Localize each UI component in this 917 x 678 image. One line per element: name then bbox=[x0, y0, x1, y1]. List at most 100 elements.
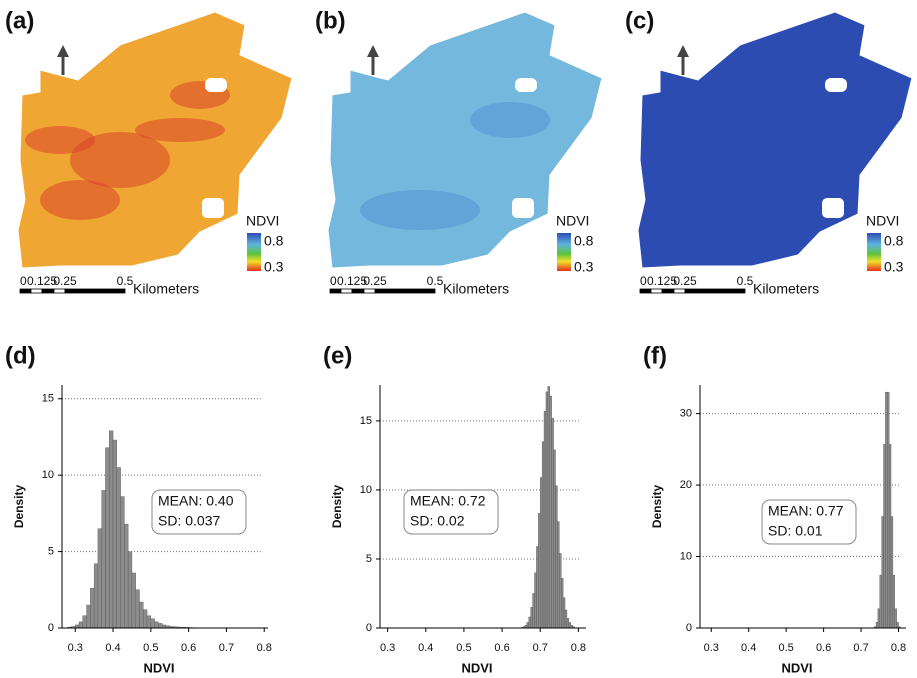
histogram-bar bbox=[535, 573, 537, 628]
map-patch bbox=[40, 180, 120, 220]
histogram-bar bbox=[139, 602, 143, 628]
histogram-bar bbox=[895, 609, 897, 628]
field-map bbox=[638, 12, 912, 268]
histogram-bar bbox=[155, 622, 159, 628]
histogram-bar bbox=[147, 616, 151, 628]
scale-bar bbox=[685, 289, 745, 293]
panel-label: (f) bbox=[643, 342, 667, 369]
histogram-bar bbox=[554, 450, 556, 628]
scale-label: 0 bbox=[20, 274, 27, 288]
map-patch bbox=[360, 190, 480, 230]
histogram-bar bbox=[548, 386, 550, 628]
legend-min: 0.3 bbox=[884, 259, 904, 275]
histogram-bar bbox=[90, 588, 94, 628]
scale-bar bbox=[65, 289, 125, 293]
scale-bar bbox=[375, 289, 435, 293]
histogram-bar bbox=[128, 552, 132, 628]
histogram-bar bbox=[897, 622, 899, 628]
y-tick-label: 10 bbox=[680, 550, 692, 562]
scale-bar bbox=[20, 289, 31, 293]
histogram-bar bbox=[542, 442, 544, 628]
field-map bbox=[328, 12, 602, 268]
legend-title: NDVI bbox=[866, 213, 899, 229]
histogram-bar bbox=[893, 575, 895, 628]
x-tick-label: 0.7 bbox=[219, 642, 234, 654]
x-tick-label: 0.3 bbox=[68, 642, 83, 654]
histogram-bar bbox=[132, 573, 136, 628]
histogram-bar bbox=[882, 517, 884, 628]
x-tick-label: 0.3 bbox=[380, 642, 395, 654]
scale-label: 0.25 bbox=[53, 274, 77, 288]
y-tick-label: 20 bbox=[680, 479, 692, 491]
scale-label: 0.5 bbox=[427, 274, 444, 288]
legend-title: NDVI bbox=[556, 213, 589, 229]
histogram-bar bbox=[552, 418, 554, 628]
scale-label: 0 bbox=[640, 274, 647, 288]
histogram-bar bbox=[876, 622, 878, 628]
scale-bar bbox=[330, 289, 341, 293]
annotation: SD: 0.02 bbox=[410, 513, 465, 529]
x-tick-label: 0.6 bbox=[181, 642, 196, 654]
histogram-bar bbox=[555, 486, 557, 628]
y-axis-label: Density bbox=[650, 485, 664, 529]
north-arrow-head bbox=[57, 45, 69, 57]
histogram-bar bbox=[527, 622, 529, 628]
histogram-bar bbox=[569, 622, 571, 628]
histogram-bar bbox=[563, 598, 565, 628]
histogram-bar bbox=[79, 622, 83, 628]
x-tick-label: 0.7 bbox=[533, 642, 548, 654]
annotation: MEAN: 0.77 bbox=[768, 503, 844, 519]
map-hole bbox=[202, 198, 224, 218]
histogram-bar bbox=[557, 522, 559, 628]
map-patch bbox=[470, 102, 550, 138]
histogram-bar bbox=[158, 623, 162, 628]
scale-label: 0.25 bbox=[363, 274, 387, 288]
legend-ramp bbox=[867, 233, 881, 271]
x-tick-label: 0.5 bbox=[143, 642, 158, 654]
map-hole bbox=[822, 198, 844, 218]
scale-bar bbox=[42, 289, 54, 293]
scale-unit: Kilometers bbox=[753, 281, 819, 297]
annotation: MEAN: 0.72 bbox=[410, 493, 486, 509]
legend-ramp bbox=[247, 233, 261, 271]
scale-bar bbox=[662, 289, 674, 293]
legend-min: 0.3 bbox=[264, 259, 284, 275]
scale-bar bbox=[651, 289, 662, 293]
map-hole bbox=[205, 78, 227, 92]
histogram-bar bbox=[533, 593, 535, 628]
panel-label: (c) bbox=[625, 7, 654, 34]
histogram-bar bbox=[559, 553, 561, 628]
histogram-bar bbox=[887, 392, 889, 628]
north-arrow-head bbox=[677, 45, 689, 57]
legend-ramp bbox=[557, 233, 571, 271]
histogram-bar bbox=[567, 618, 569, 628]
histogram-bar bbox=[885, 392, 887, 628]
y-tick-label: 0 bbox=[686, 622, 692, 634]
x-axis-label: NDVI bbox=[781, 660, 812, 675]
x-tick-label: 0.5 bbox=[456, 642, 471, 654]
scale-label: 0.5 bbox=[737, 274, 754, 288]
histogram-bar bbox=[83, 616, 87, 628]
histogram-bar bbox=[124, 524, 128, 628]
histogram-bar bbox=[117, 468, 121, 628]
annotation: SD: 0.01 bbox=[768, 523, 823, 539]
histogram-bar bbox=[536, 547, 538, 628]
x-tick-label: 0.4 bbox=[105, 642, 120, 654]
x-axis-label: NDVI bbox=[461, 660, 492, 675]
histogram-bar bbox=[878, 609, 880, 628]
scale-bar bbox=[640, 289, 651, 293]
y-tick-label: 0 bbox=[48, 622, 54, 634]
scale-bar bbox=[352, 289, 364, 293]
histogram-bar bbox=[529, 617, 531, 628]
map-patch bbox=[135, 118, 225, 142]
y-tick-label: 15 bbox=[360, 415, 372, 427]
histogram-bar bbox=[880, 575, 882, 628]
histogram-bar bbox=[105, 448, 109, 628]
x-tick-label: 0.8 bbox=[891, 642, 906, 654]
panel-label: (b) bbox=[315, 7, 346, 34]
histogram-bar bbox=[891, 517, 893, 628]
histogram-bar bbox=[531, 607, 533, 628]
scale-bar bbox=[31, 289, 42, 293]
x-tick-label: 0.8 bbox=[257, 642, 272, 654]
